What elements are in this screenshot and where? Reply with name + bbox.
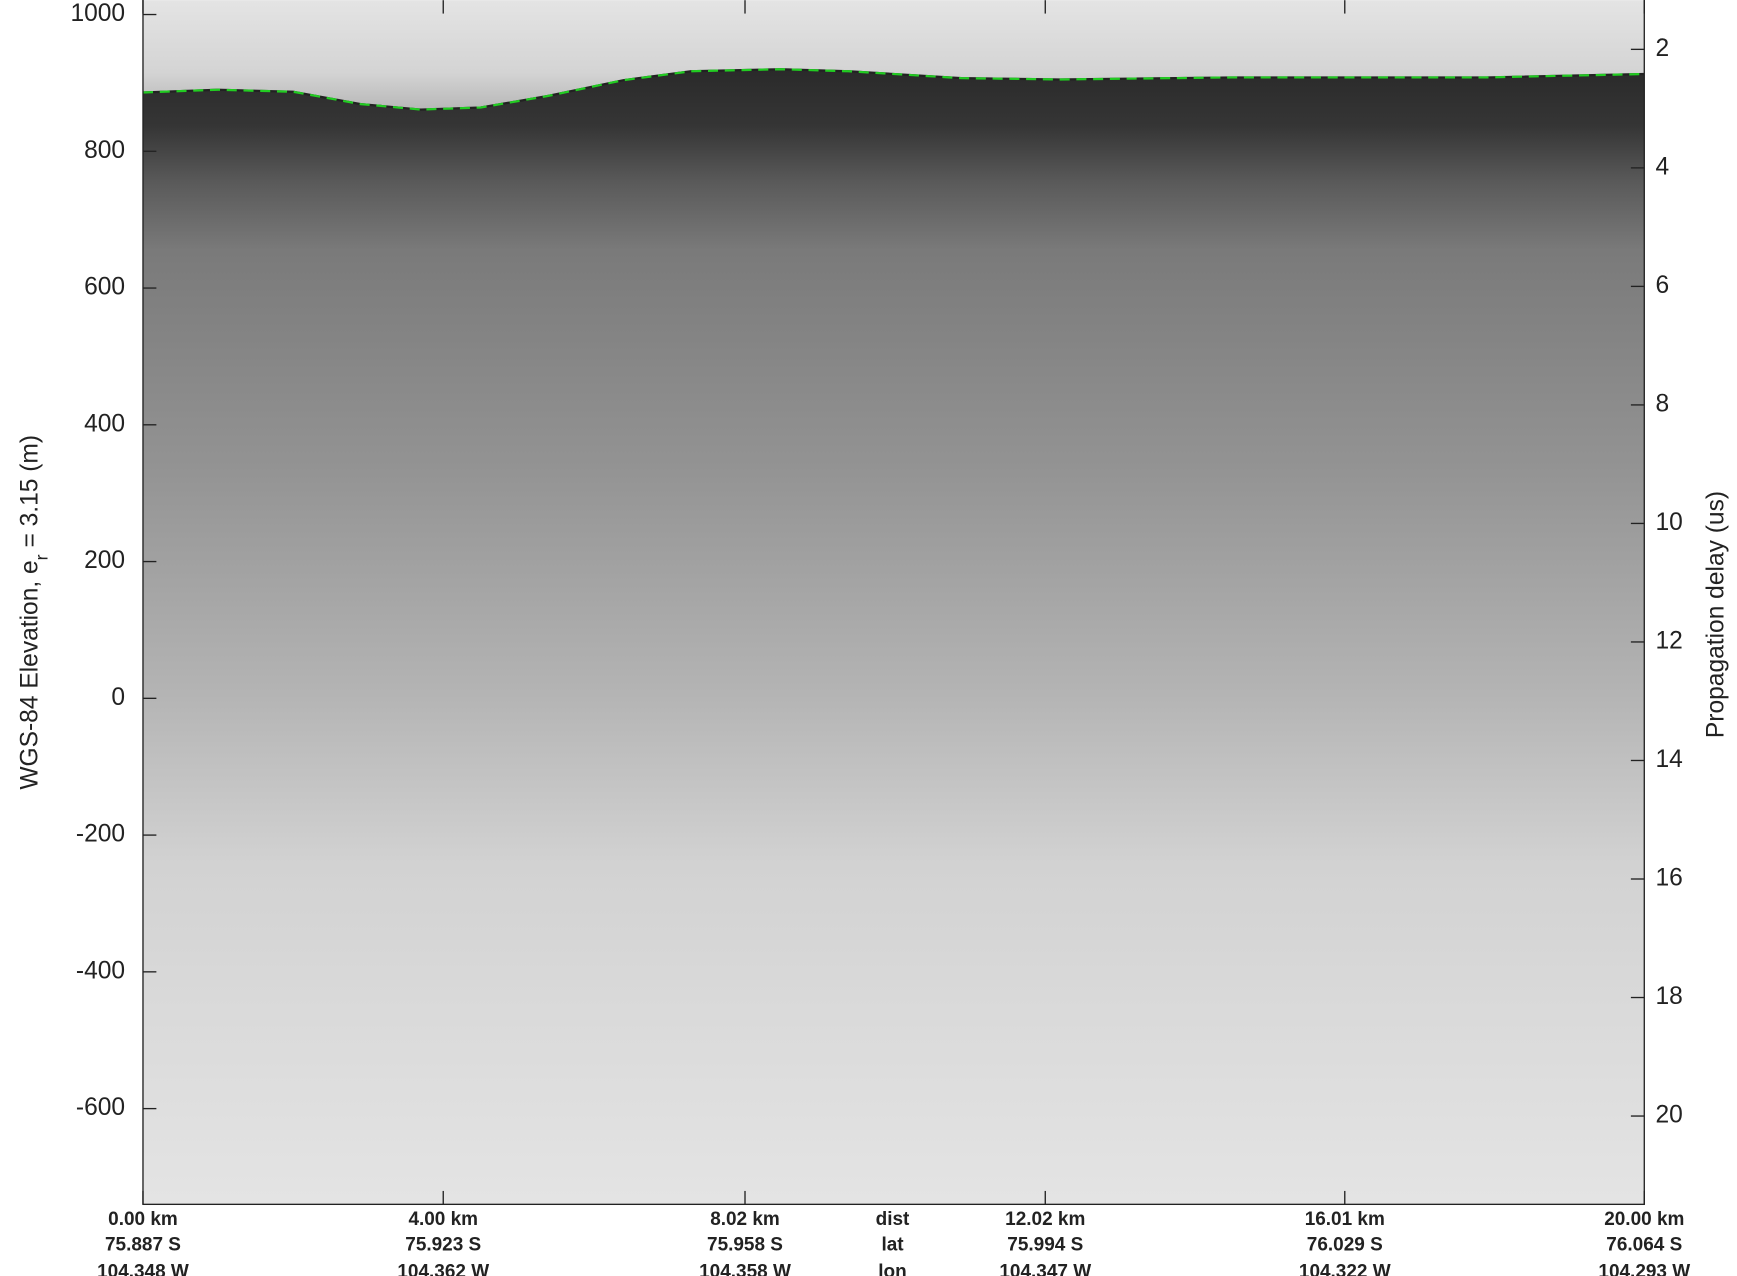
y-label-suffix: = 3.15 (m) <box>17 435 44 554</box>
x-tick-lon: 104.322 W <box>1299 1261 1391 1276</box>
x-tick-lat: 75.887 S <box>105 1235 181 1256</box>
x-tick-label: 0.00 km <box>108 1209 178 1230</box>
y2-tick-label: 14 <box>1655 746 1682 773</box>
x-tick-label: 8.02 km <box>710 1209 780 1230</box>
x-tick-label: 4.00 km <box>408 1209 478 1230</box>
y2-tick-label: 16 <box>1655 864 1682 891</box>
x-tick-lon: 104.358 W <box>699 1261 791 1276</box>
surface-line <box>142 68 1645 111</box>
y2-tick-label: 10 <box>1655 509 1682 536</box>
x-tick-lat: 75.923 S <box>405 1235 481 1256</box>
y2-tick-label: 8 <box>1655 390 1669 417</box>
x-tick-lon: 104.293 W <box>1598 1261 1690 1276</box>
y2-tick-label: 12 <box>1655 627 1682 654</box>
x-tick-label: 20.00 km <box>1604 1209 1684 1230</box>
y-label-subscript: r <box>31 554 51 560</box>
x-tick-lat: 75.994 S <box>1007 1235 1083 1256</box>
x-tick-label: 16.01 km <box>1305 1209 1385 1230</box>
x-tick-lat: 76.029 S <box>1307 1235 1383 1256</box>
x-tick-lon: 104.348 W <box>97 1261 189 1276</box>
y-tick-label: 800 <box>84 137 125 164</box>
y-tick-label: 0 <box>111 684 125 711</box>
subsurface-echo <box>142 69 1645 1205</box>
y-axis-label: WGS-84 Elevation, er = 3.15 (m) <box>17 435 51 790</box>
y-tick-label: -600 <box>76 1094 125 1121</box>
y2-axis-label: Propagation delay (us) <box>1702 491 1729 738</box>
x-tick-lat: 75.958 S <box>707 1235 783 1256</box>
x-tick-label: 12.02 km <box>1005 1209 1085 1230</box>
x-row-label: lat <box>881 1235 904 1256</box>
x-tick-lon: 104.362 W <box>397 1261 489 1276</box>
plot-area <box>142 68 1645 1205</box>
y-tick-label: 400 <box>84 410 125 437</box>
y-tick-label: 600 <box>84 274 125 301</box>
y2-tick-label: 18 <box>1655 983 1682 1010</box>
y-label-text: WGS-84 Elevation, e <box>17 560 44 789</box>
x-tick-lat: 76.064 S <box>1606 1235 1682 1256</box>
y-tick-label: 1000 <box>70 0 125 27</box>
x-row-label: lon <box>878 1261 906 1276</box>
y2-tick-label: 20 <box>1655 1102 1682 1129</box>
y-tick-label: 200 <box>84 547 125 574</box>
y2-tick-label: 4 <box>1655 153 1669 180</box>
x-tick-lon: 104.347 W <box>999 1261 1091 1276</box>
y2-tick-label: 6 <box>1655 272 1669 299</box>
y2-tick-label: 2 <box>1655 35 1669 62</box>
axes-box <box>142 0 1645 1206</box>
y-tick-label: -200 <box>76 821 125 848</box>
y-tick-label: -400 <box>76 957 125 984</box>
x-row-label: dist <box>876 1209 910 1230</box>
